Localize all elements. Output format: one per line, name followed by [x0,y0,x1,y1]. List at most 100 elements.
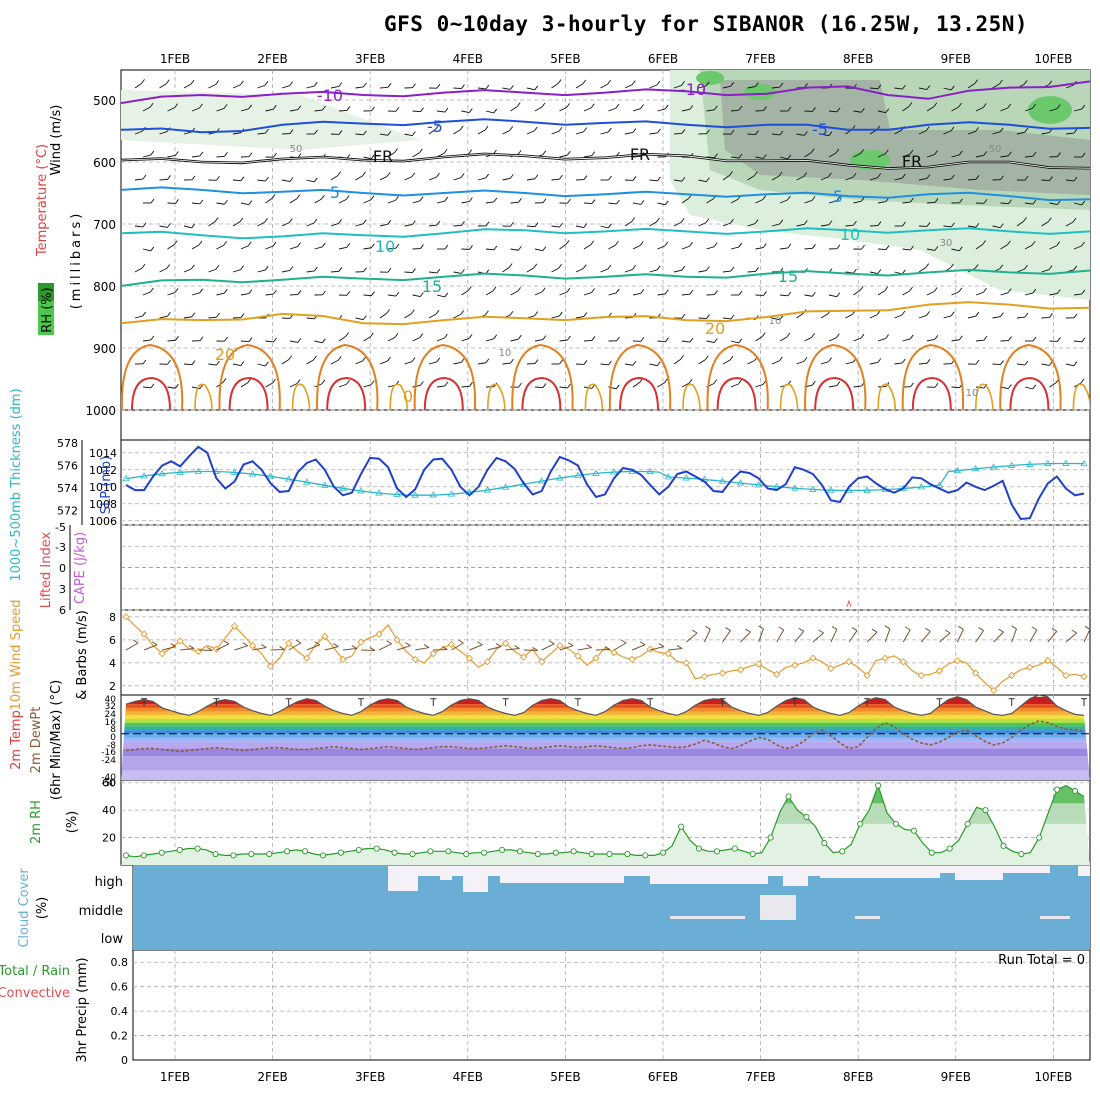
upper-wind-barb-flag [469,382,473,387]
upper-wind-barb [551,83,559,89]
wind-speed-marker [357,638,365,646]
wind-barb-flag [725,627,731,631]
upper-wind-barb-flag [877,221,882,226]
upper-wind-barb-flag [289,177,294,182]
upper-wind-barb-flag [216,312,220,318]
upper-wind-barb [608,244,616,250]
upper-wind-barb-flag [165,79,170,85]
upper-wind-barb-flag [166,312,171,317]
upper-wind-barb [681,382,690,388]
rh-marker [140,852,147,859]
upper-wind-barb-flag [730,218,734,224]
upper-wind-barb-flag [714,105,718,111]
contour-label: 10 [499,348,512,359]
upper-wind-barb-flag [608,360,612,366]
upper-wind-barb-flag [753,171,758,177]
upper-wind-barb-flag [559,222,563,228]
wind-speed-marker [700,672,709,681]
upper-wind-barb [387,152,395,158]
upper-wind-barb-flag [951,174,955,180]
wind-barb-flag [386,640,392,645]
upper-wind-barb-flag [240,176,245,181]
upper-wind-barb [142,291,151,296]
thickness-marker [158,470,166,477]
rh-marker [498,846,506,853]
upper-wind-barb-flag [713,379,718,384]
upper-wind-barb [992,131,1001,135]
upper-wind-barb-flag [436,268,441,274]
upper-wind-barb [167,291,176,296]
upper-wind-barb-flag [926,222,931,227]
dewpoint-line [125,720,1085,753]
upper-wind-barb-flag [632,360,637,366]
rh-marker [302,848,309,855]
upper-wind-barb [755,336,763,342]
upper-wind-barb [853,200,862,204]
li-tick: 3 [59,583,66,596]
x-tick-bottom: 8FEB [843,1070,873,1084]
cloud-high-gap [440,866,452,880]
upper-wind-barb [681,340,690,343]
upper-wind-barb [600,268,609,273]
wind-barb-flag [1011,625,1017,630]
upper-wind-barb-flag [714,153,718,158]
warm-contour-25 [511,343,574,410]
upper-wind-barb [142,106,151,112]
upper-wind-barb [796,133,805,136]
upper-wind-barb-flag [812,107,816,112]
cloud-high-gap [455,866,462,876]
wind-speed-marker [393,636,401,644]
wind-barb [143,644,158,651]
upper-wind-barb [232,363,241,366]
rh-marker [409,850,416,858]
upper-wind-barb [281,85,290,89]
upper-wind-barb-flag [493,245,498,251]
isotherm-10 [121,227,1090,240]
upper-wind-barb-flag [1056,104,1061,109]
wind-barb-flag [458,639,464,644]
thickness-marker [610,468,618,475]
slp-tick: 1012 [89,464,117,477]
upper-wind-barb-flag [983,287,987,293]
upper-wind-barb [232,132,241,135]
wind-speed-marker [971,669,980,677]
upper-wind-barb-flag [787,291,792,297]
warm-contour-30 [326,376,367,410]
upper-wind-barb [559,339,568,342]
rh-marker [391,849,398,856]
upper-wind-barb-flag [247,241,252,247]
wind-speed-marker [520,653,528,661]
thickness-marker [863,486,871,493]
upper-wind-barb-flag [542,335,547,340]
upper-wind-barb-flag [533,263,538,269]
rh-marker [516,848,523,855]
upper-wind-barb [771,223,780,227]
wind-speed-marker [483,658,492,666]
upper-wind-barb-flag [296,194,301,200]
upper-wind-barb [1041,269,1050,273]
thickness-marker [140,472,148,479]
upper-wind-barb [926,154,935,158]
rh-band-low [121,785,1090,865]
upper-wind-barb-flag [1008,336,1012,341]
upper-wind-barb [926,338,935,342]
upper-wind-barb-flag [542,383,547,388]
upper-wind-barb [771,133,780,136]
rh-marker [158,849,165,856]
upper-wind-barb-flag [663,378,668,384]
warm-contour-30 [228,376,269,410]
upper-wind-barb [314,340,323,344]
upper-wind-barb [853,337,862,342]
thickness-marker [447,490,456,497]
upper-wind-barb-flag [386,309,390,314]
rh-bands [121,785,1090,865]
warm-contour-0 [291,383,311,410]
upper-wind-barb-flag [346,291,351,296]
upper-wind-barb [632,382,640,388]
upper-wind-barb [453,129,461,135]
upper-wind-barb-flag [689,105,694,110]
upper-wind-barb [534,248,543,252]
upper-wind-barb-flag [1031,240,1036,246]
wind-barb-flag [1051,627,1058,632]
upper-wind-barb-flag [860,333,865,339]
